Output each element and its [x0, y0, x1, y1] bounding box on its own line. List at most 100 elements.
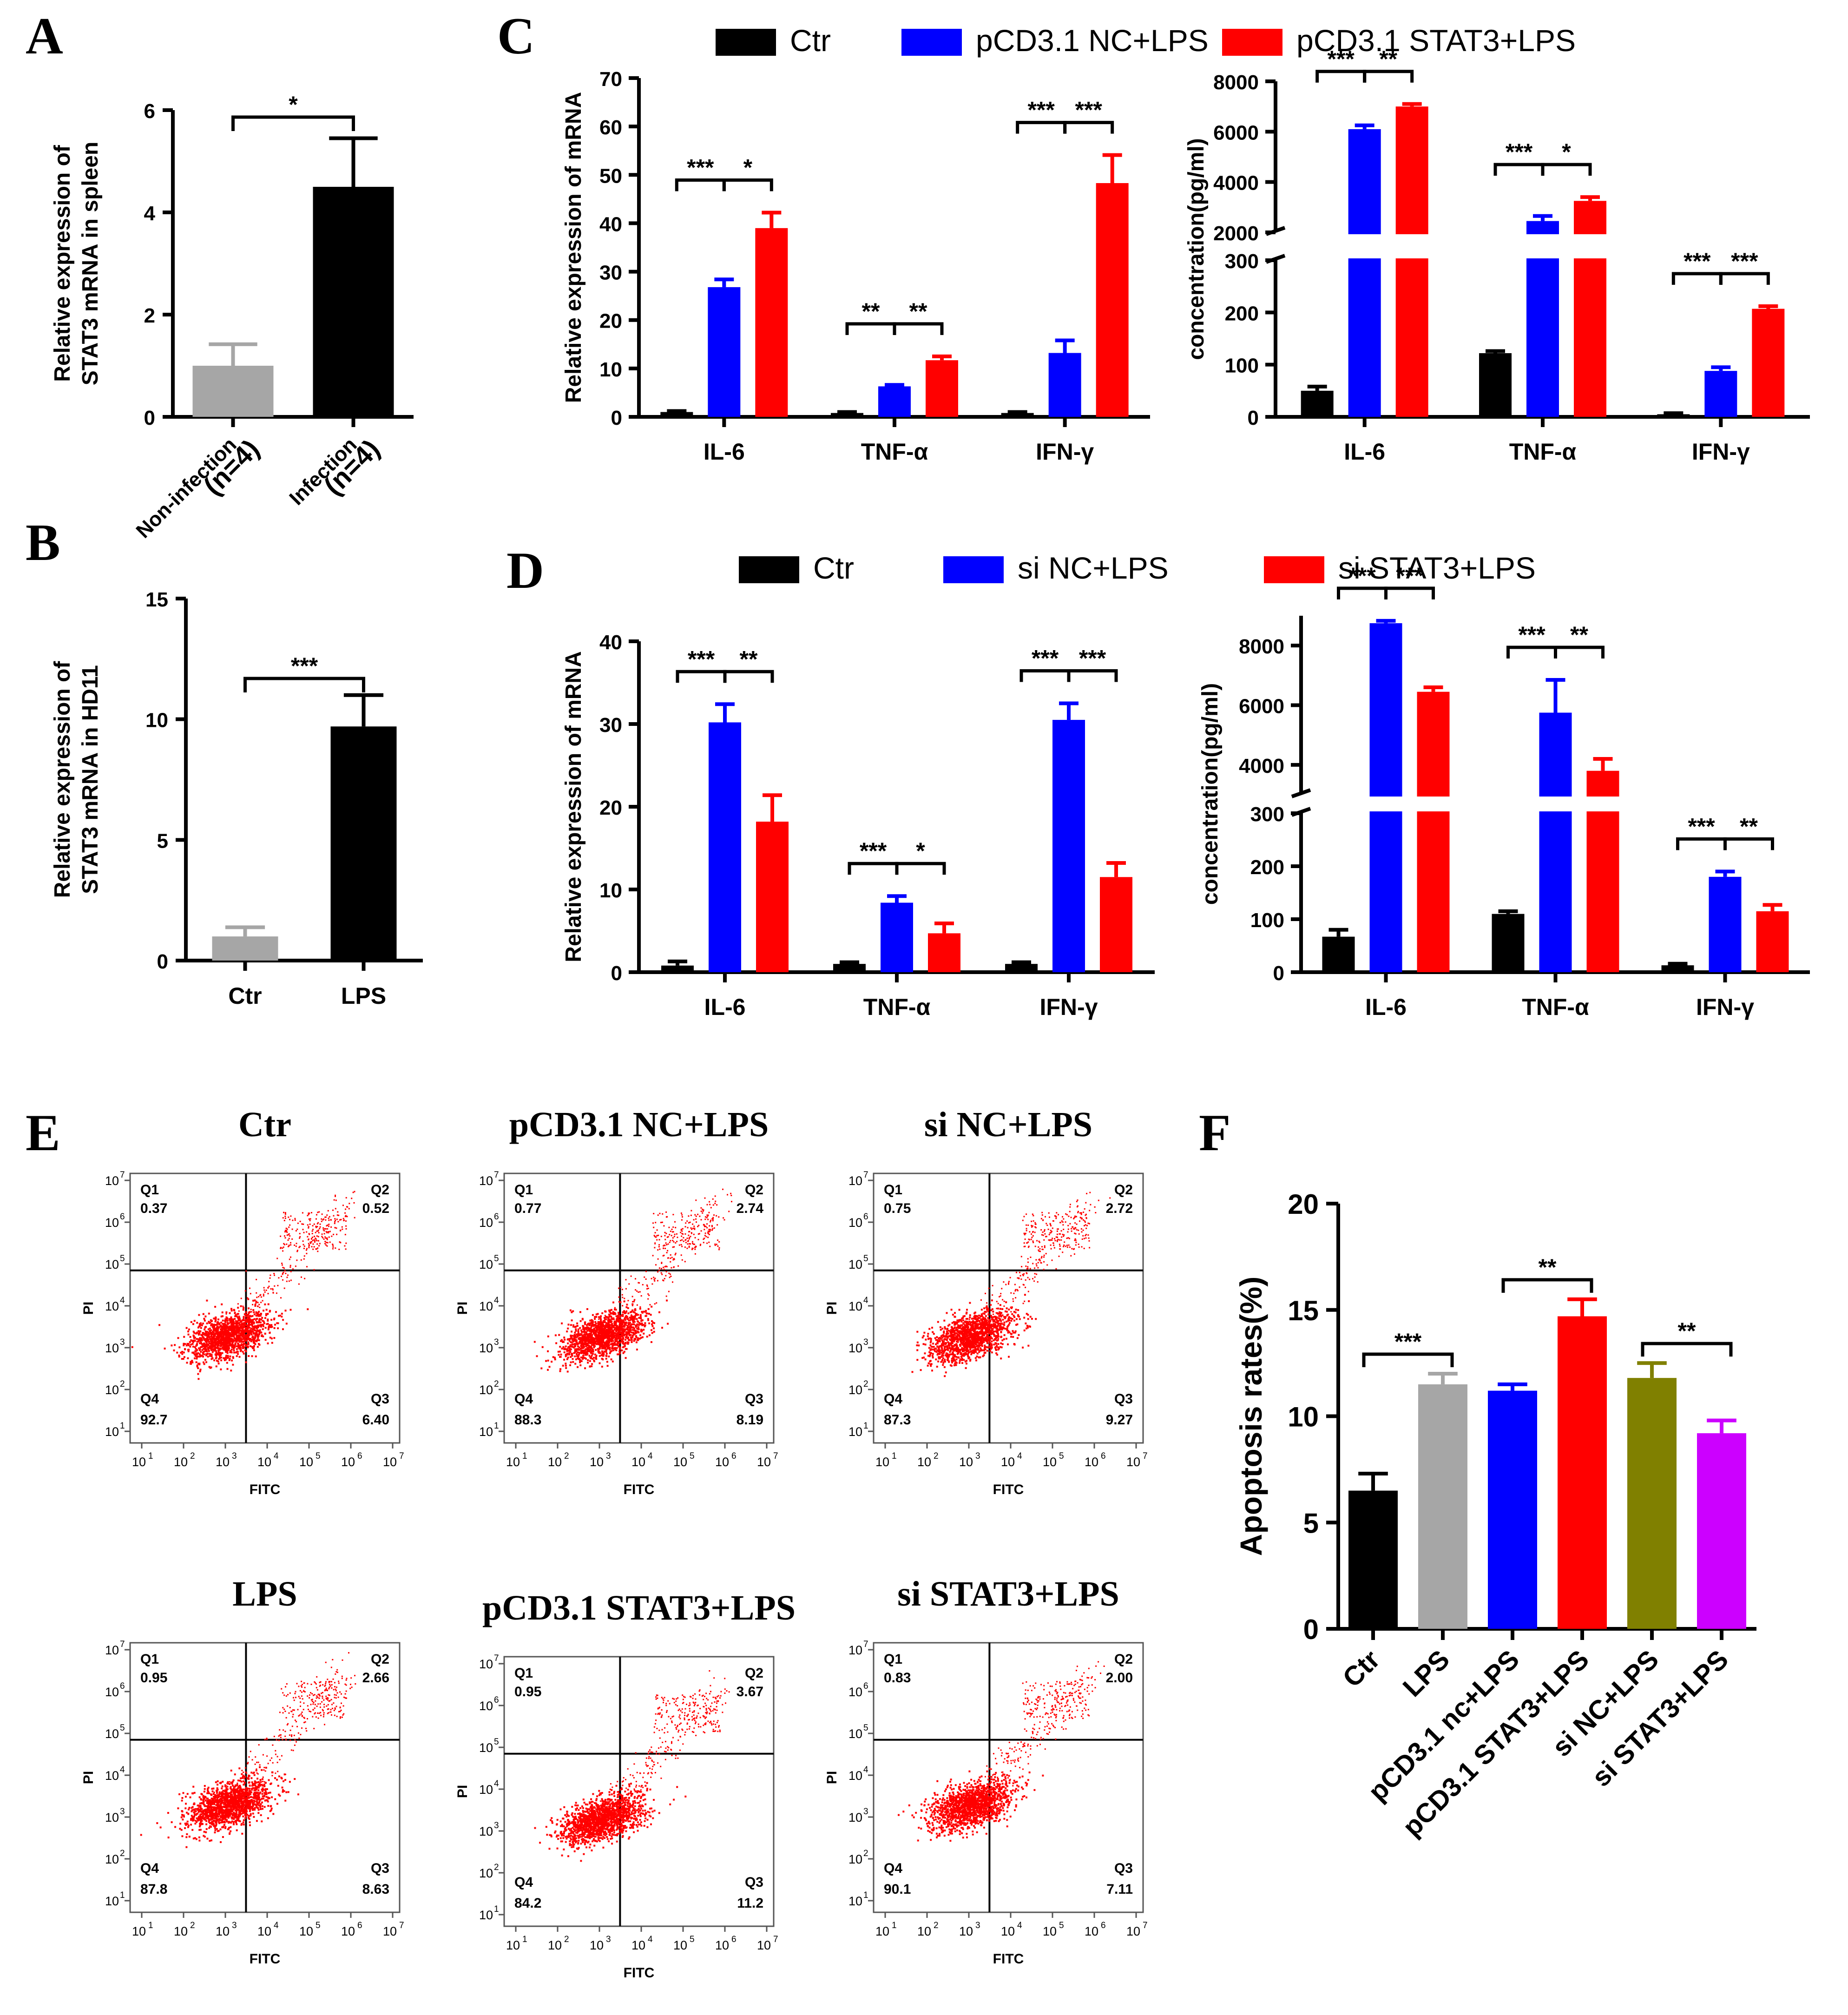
- bar-D2-2-0-error: [1668, 961, 1688, 966]
- bar-break-gap: [1585, 797, 1620, 811]
- flow-ytick-label: 10: [105, 1425, 119, 1439]
- flow-ytick-exp: 1: [863, 1421, 868, 1431]
- ytick-label-A: 6: [144, 100, 155, 123]
- xlabel-C2-0: IL-6: [1344, 439, 1385, 465]
- xlabel-C2-1: TNF-α: [1509, 439, 1577, 465]
- bar-break-gap: [1526, 234, 1560, 258]
- sig-C2-1-b-bracket: [1541, 163, 1592, 176]
- bar-F-0: [1348, 1490, 1398, 1629]
- flow-xtick-exp: 6: [1101, 1451, 1106, 1461]
- bar-C1-2-1-error: [1055, 338, 1075, 353]
- ytick-label-F: 10: [1288, 1402, 1319, 1433]
- xlabel-C1-2: IFN-γ: [1036, 439, 1094, 465]
- flow-xtick-label: 10: [257, 1455, 271, 1469]
- ytick-label-C2: 200: [1225, 302, 1259, 325]
- sig-A-label: *: [289, 92, 298, 118]
- bar-D1-0-2: [756, 822, 789, 972]
- sig-D1-0-a-bracket: [676, 670, 727, 683]
- flow-xtick-label: 10: [216, 1455, 230, 1469]
- ytick-label-C1: 10: [599, 358, 622, 381]
- bar-D2-1-2-error: [1593, 757, 1613, 771]
- flow-ylabel: PI: [81, 1302, 96, 1315]
- bar-C2-0-0-error: [1307, 384, 1327, 391]
- flow-xtick-exp: 6: [731, 1451, 737, 1461]
- bar-C2-2-2-error: [1758, 304, 1778, 309]
- legend-label-2: pCD3.1 STAT3+LPS: [1296, 23, 1576, 58]
- bar-D2-1-1: [1539, 712, 1572, 972]
- sig-D2-0-b-label: ***: [1396, 563, 1423, 589]
- ytick-label-F: 15: [1288, 1295, 1319, 1326]
- flow-xtick-exp: 6: [731, 1935, 737, 1944]
- bar-C1-0-2-error: [762, 211, 782, 228]
- ytick-label-D2: 8000: [1239, 635, 1284, 658]
- flow-xtick-exp: 3: [606, 1935, 611, 1944]
- sig-D1-1-a-label: ***: [860, 838, 887, 864]
- flow-ytick-exp: 5: [494, 1737, 499, 1747]
- bar-C2-1-2: [1574, 201, 1606, 417]
- bar-break-gap: [1368, 797, 1403, 811]
- ylabel-C2: concentration(pg/ml): [1184, 138, 1209, 360]
- bar-break-gap: [1347, 234, 1382, 258]
- flow-ytick-exp: 5: [120, 1723, 125, 1733]
- flow-ytick-label: 10: [105, 1727, 119, 1741]
- flow-ylabel: PI: [81, 1771, 96, 1784]
- flow-xtick-label: 10: [590, 1455, 604, 1469]
- sig-D2-2-a-bracket: [1676, 837, 1727, 850]
- sig-C1-0-b-label: *: [743, 155, 753, 181]
- ytick-label-C2: 100: [1225, 355, 1259, 377]
- sig-F-2-bracket: [1641, 1342, 1733, 1357]
- sig-D1-1-b-bracket: [895, 862, 946, 875]
- flow-ylabel: PI: [455, 1785, 470, 1798]
- sig-D2-2-b-bracket: [1723, 837, 1774, 850]
- xlabel-D1-1: TNF-α: [863, 994, 931, 1020]
- flow-q2-label: Q2: [371, 1652, 389, 1667]
- bar-C1-2-0-error: [1007, 410, 1027, 414]
- ylabel-D2: concentration(pg/ml): [1198, 683, 1223, 905]
- flow-ytick-exp: 2: [494, 1379, 499, 1389]
- bar-break-gap: [1538, 797, 1573, 811]
- flow-xtick-label: 10: [715, 1938, 729, 1952]
- sig-C1-2-b-bracket: [1063, 121, 1114, 134]
- flow-ytick-exp: 6: [863, 1212, 868, 1222]
- ytick-label-F: 20: [1288, 1189, 1319, 1220]
- flow-ytick-exp: 6: [120, 1212, 125, 1222]
- flow-xtick-label: 10: [875, 1455, 889, 1469]
- flow-xtick-exp: 7: [1143, 1451, 1148, 1461]
- sig-F-0-label: ***: [1394, 1329, 1422, 1355]
- ytick-label-D1: 40: [599, 631, 622, 654]
- ytick-label-A: 0: [144, 407, 155, 429]
- flow-xtick-label: 10: [257, 1924, 271, 1938]
- bar-D1-2-0-error: [1012, 960, 1031, 964]
- xlabel-D2-2: IFN-γ: [1696, 994, 1754, 1020]
- flow-ytick-label: 10: [848, 1341, 862, 1355]
- bar-F-4-error: [1637, 1361, 1667, 1378]
- flow-xtick-label: 10: [875, 1924, 889, 1938]
- xlabel-D2-1: TNF-α: [1522, 994, 1589, 1020]
- flow-q3-value: 6.40: [362, 1412, 389, 1428]
- flow-ytick-label: 10: [848, 1727, 862, 1741]
- ytick-label-C1: 40: [599, 213, 622, 236]
- flow-q4-value: 92.7: [140, 1412, 167, 1428]
- flow-ytick-label: 10: [848, 1383, 862, 1397]
- flow-q3-label: Q3: [1114, 1391, 1133, 1407]
- bar-D1-0-2-error: [763, 793, 782, 822]
- flow-xtick-label: 10: [216, 1924, 230, 1938]
- flow-ytick-label: 10: [479, 1699, 493, 1713]
- flow-ytick-exp: 4: [120, 1765, 125, 1775]
- bar-C2-2-2: [1752, 309, 1785, 417]
- flow-ytick-exp: 4: [120, 1296, 125, 1305]
- bar-C2-1-1-error: [1533, 214, 1552, 221]
- flow-ytick-exp: 7: [120, 1170, 125, 1180]
- flow-ytick-exp: 3: [494, 1337, 499, 1347]
- ytick-label-F: 5: [1303, 1508, 1319, 1539]
- ytick-label-D2: 200: [1250, 856, 1284, 879]
- ytick-label-C1: 30: [599, 262, 622, 284]
- bar-D1-1-1: [881, 902, 913, 972]
- sig-D2-0-a-bracket: [1337, 586, 1388, 599]
- flow-xtick-label: 10: [757, 1455, 771, 1469]
- flow-xtick-exp: 2: [934, 1451, 939, 1461]
- ytick-label-C2: 300: [1225, 250, 1259, 273]
